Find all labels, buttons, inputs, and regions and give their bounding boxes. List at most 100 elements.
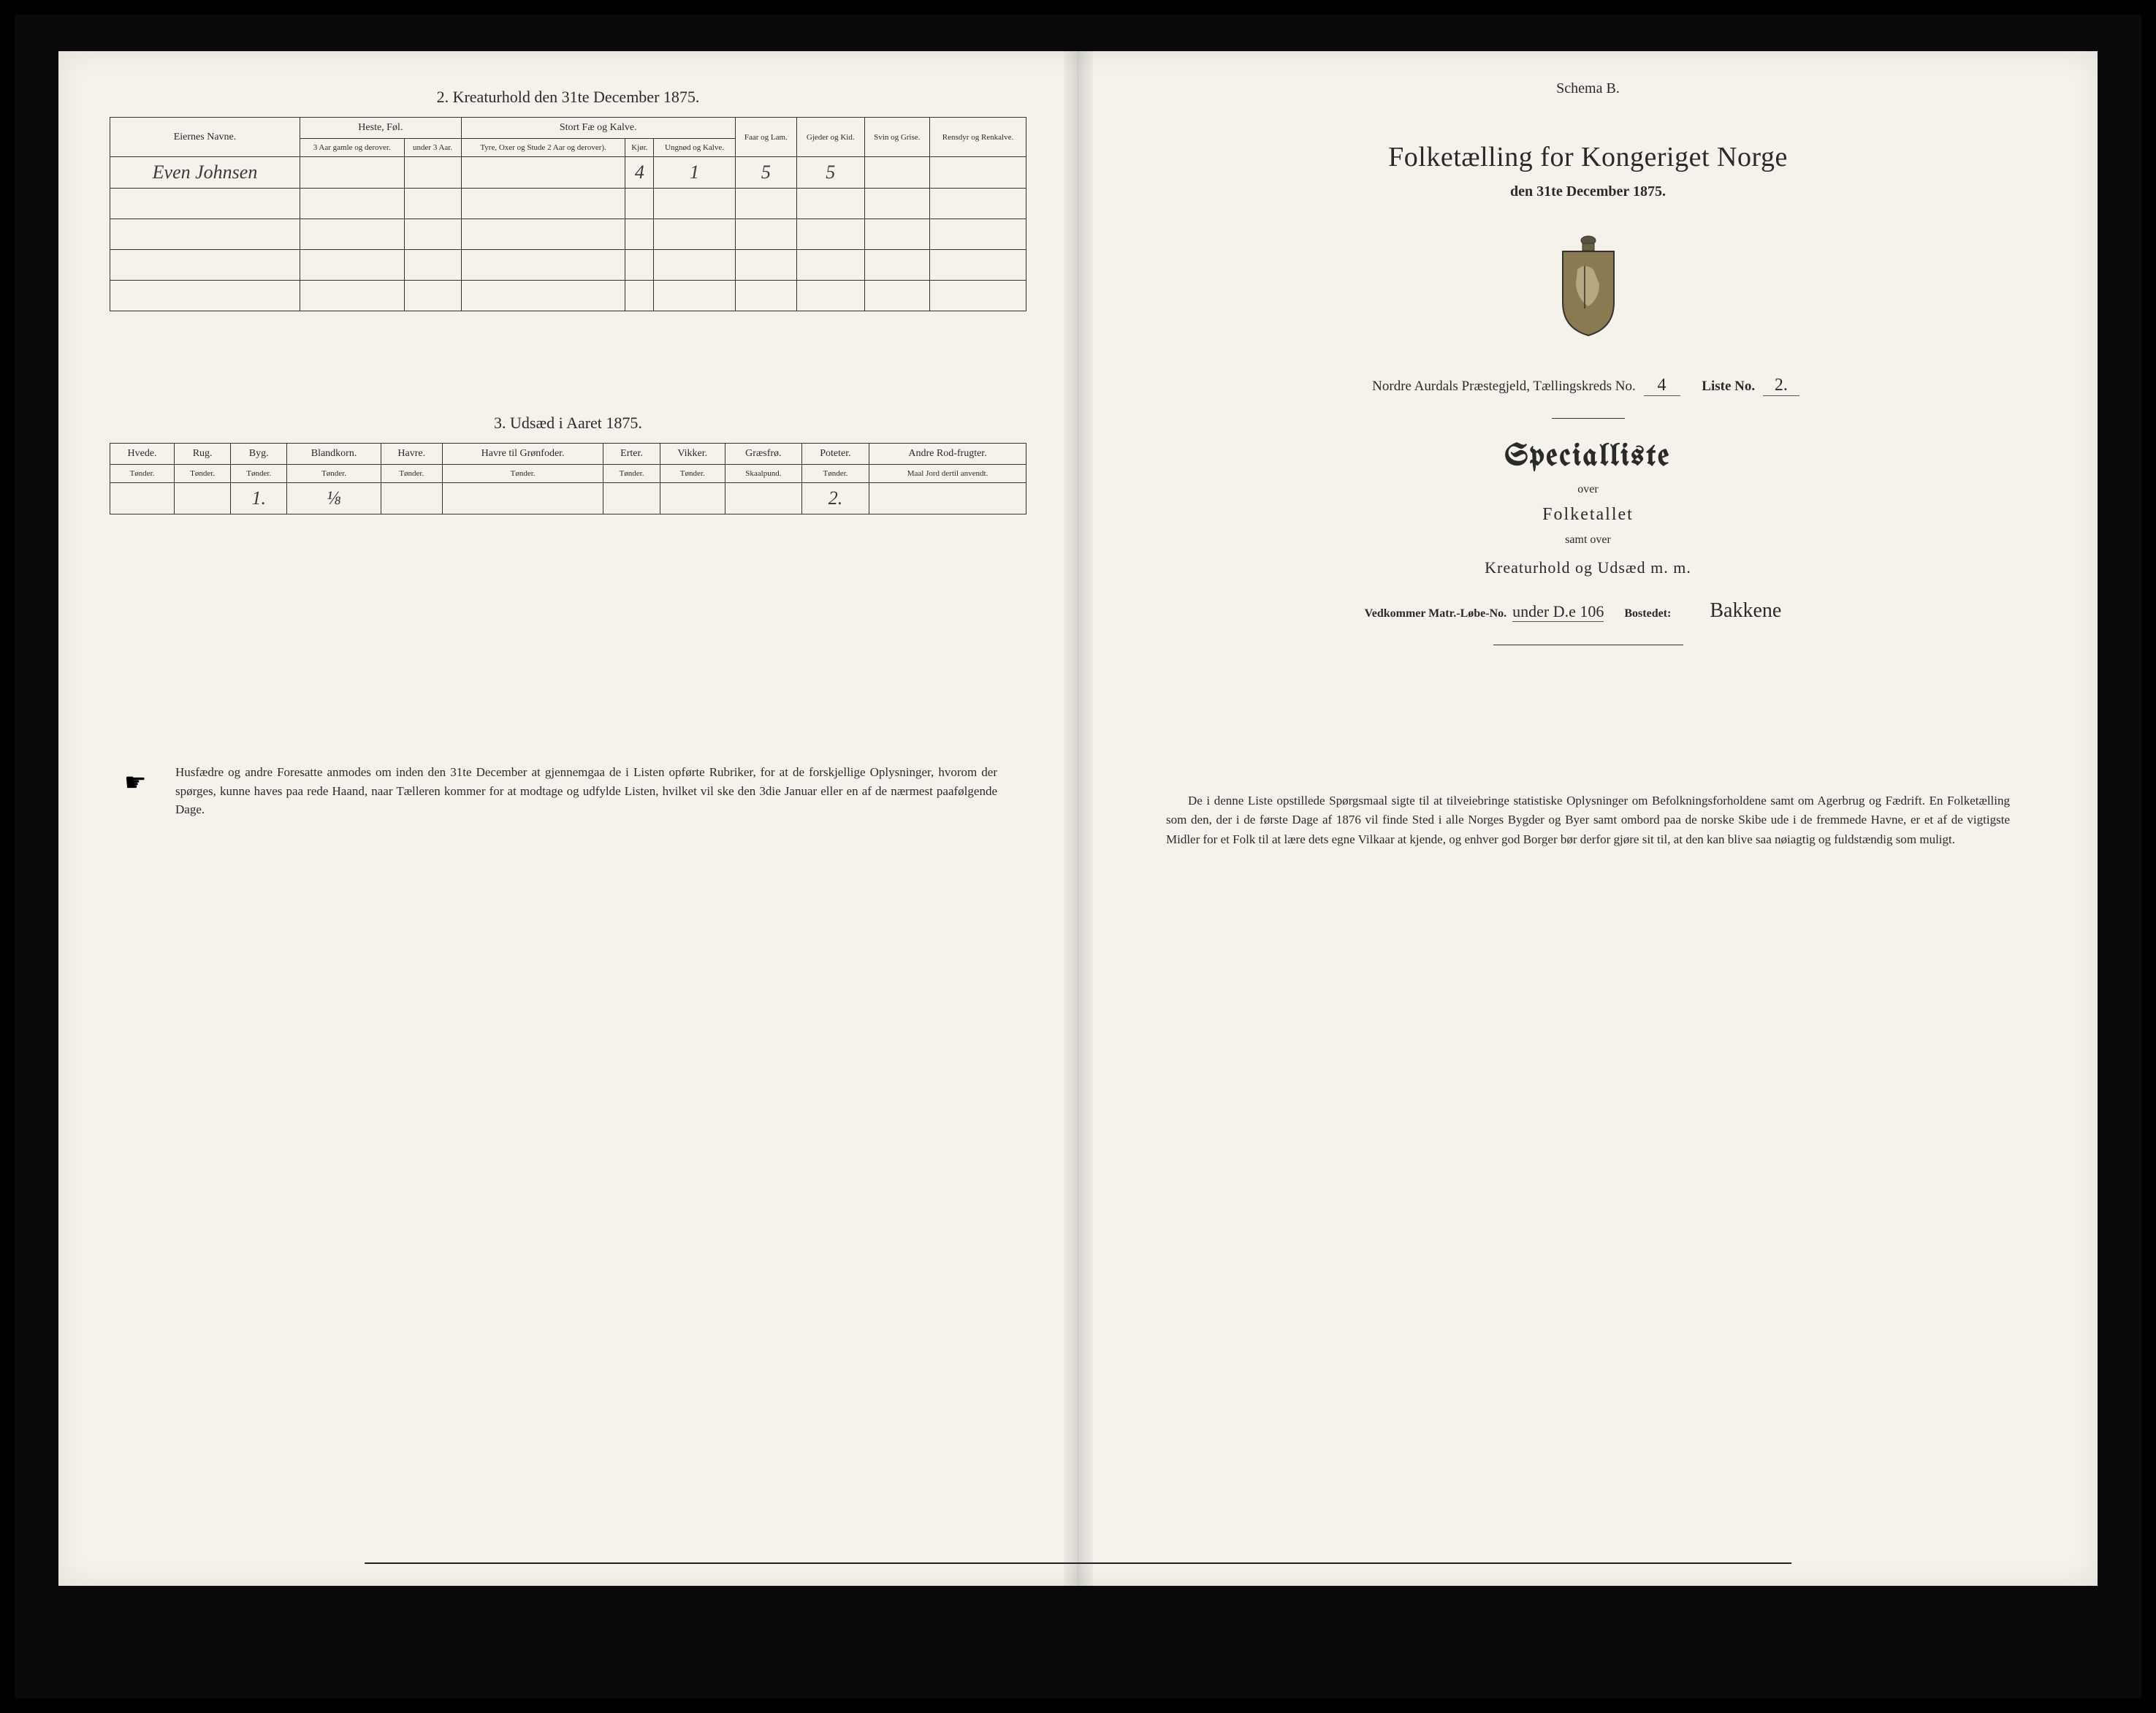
- value-cell: 1: [654, 157, 735, 189]
- value-cell: 2.: [801, 483, 869, 514]
- value-cell: [864, 250, 930, 281]
- col-heste-b: under 3 Aar.: [404, 139, 461, 157]
- value-cell: [930, 219, 1026, 250]
- left-footnote: ☛ Husfædre og andre Foresatte anmodes om…: [110, 763, 1026, 819]
- col-unit: Maal Jord dertil anvendt.: [869, 465, 1026, 483]
- matr-prefix: Vedkommer Matr.-Løbe-No.: [1365, 607, 1507, 620]
- value-cell: [404, 219, 461, 250]
- value-cell: [864, 189, 930, 219]
- value-cell: [381, 483, 442, 514]
- col-unit: Tønder.: [442, 465, 603, 483]
- col-unit: Tønder.: [231, 465, 287, 483]
- col-unit: Tønder.: [175, 465, 231, 483]
- col-header: Vikker.: [660, 444, 725, 465]
- value-cell: [461, 281, 625, 311]
- owner-name-cell: [110, 219, 300, 250]
- value-cell: 5: [796, 157, 864, 189]
- col-header: Erter.: [603, 444, 660, 465]
- col-unit: Tønder.: [660, 465, 725, 483]
- col-header: Havre.: [381, 444, 442, 465]
- colgroup-stort: Stort Fæ og Kalve.: [461, 118, 735, 139]
- col-header: Byg.: [231, 444, 287, 465]
- bottom-paragraph: De i denne Liste opstillede Spørgsmaal s…: [1130, 791, 2046, 849]
- value-cell: [930, 189, 1026, 219]
- value-cell: [660, 483, 725, 514]
- col-header: Græsfrø.: [725, 444, 801, 465]
- col-gjeder: Gjeder og Kid.: [796, 118, 864, 157]
- value-cell: [300, 189, 405, 219]
- table3-title: 3. Udsæd i Aaret 1875.: [110, 414, 1026, 433]
- value-cell: [625, 189, 654, 219]
- value-cell: [442, 483, 603, 514]
- col-header: Poteter.: [801, 444, 869, 465]
- col-header: Havre til Grønfoder.: [442, 444, 603, 465]
- value-cell: [404, 189, 461, 219]
- scan-frame: 2. Kreaturhold den 31te December 1875. E…: [15, 15, 2141, 1698]
- main-title: Folketælling for Kongeriget Norge: [1130, 141, 2046, 173]
- value-cell: [930, 281, 1026, 311]
- table-row: [110, 281, 1026, 311]
- value-cell: [300, 250, 405, 281]
- col-unit: Tønder.: [603, 465, 660, 483]
- value-cell: [404, 281, 461, 311]
- owner-name-cell: [110, 281, 300, 311]
- value-cell: [625, 250, 654, 281]
- col-svin: Svin og Grise.: [864, 118, 930, 157]
- value-cell: [796, 219, 864, 250]
- table-row: Even Johnsen4155: [110, 157, 1026, 189]
- owner-name-cell: [110, 189, 300, 219]
- bostedet-value: Bakkene: [1680, 599, 1811, 623]
- coat-of-arms-icon: [1130, 229, 2046, 339]
- value-cell: ⅛: [287, 483, 381, 514]
- value-cell: [864, 281, 930, 311]
- col-unit: Skaalpund.: [725, 465, 801, 483]
- col-name: Eiernes Navne.: [110, 118, 300, 157]
- value-cell: [300, 219, 405, 250]
- value-cell: [869, 483, 1026, 514]
- value-cell: [461, 189, 625, 219]
- matr-value: under D.e 106: [1512, 602, 1604, 622]
- col-header: Blandkorn.: [287, 444, 381, 465]
- value-cell: [864, 219, 930, 250]
- owner-name-cell: [110, 250, 300, 281]
- matr-line: Vedkommer Matr.-Løbe-No. under D.e 106 B…: [1130, 599, 2046, 623]
- value-cell: [404, 157, 461, 189]
- specialliste-title: Specialliste: [1130, 441, 2046, 473]
- paper-spread: 2. Kreaturhold den 31te December 1875. E…: [58, 51, 2098, 1586]
- table-kreaturhold: Eiernes Navne. Heste, Føl. Stort Fæ og K…: [110, 117, 1026, 311]
- value-cell: [300, 281, 405, 311]
- col-stort-c: Ungnød og Kalve.: [654, 139, 735, 157]
- samt-over: samt over: [1130, 533, 2046, 547]
- value-cell: [654, 189, 735, 219]
- value-cell: [930, 250, 1026, 281]
- footnote-text: Husfædre og andre Foresatte anmodes om i…: [175, 765, 997, 816]
- value-cell: [930, 157, 1026, 189]
- col-stort-a: Tyre, Oxer og Stude 2 Aar og derover).: [461, 139, 625, 157]
- value-cell: [603, 483, 660, 514]
- value-cell: [864, 157, 930, 189]
- value-cell: [735, 250, 796, 281]
- kreat-line: Kreaturhold og Udsæd m. m.: [1130, 558, 2046, 577]
- value-cell: [735, 219, 796, 250]
- parish-prefix: Nordre Aurdals Præstegjeld, Tællingskred…: [1372, 379, 1636, 394]
- value-cell: [461, 157, 625, 189]
- value-cell: [625, 219, 654, 250]
- value-cell: [725, 483, 801, 514]
- kreds-no: 4: [1644, 376, 1680, 396]
- col-unit: Tønder.: [287, 465, 381, 483]
- left-page: 2. Kreaturhold den 31te December 1875. E…: [58, 51, 1078, 1586]
- col-unit: Tønder.: [381, 465, 442, 483]
- value-cell: 1.: [231, 483, 287, 514]
- owner-name-cell: Even Johnsen: [110, 157, 300, 189]
- colgroup-heste: Heste, Føl.: [300, 118, 462, 139]
- value-cell: [796, 281, 864, 311]
- date-line: den 31te December 1875.: [1130, 183, 2046, 200]
- value-cell: [735, 189, 796, 219]
- table-udsaed: Hvede.Rug.Byg.Blandkorn.Havre.Havre til …: [110, 443, 1026, 514]
- liste-no: 2.: [1763, 376, 1799, 396]
- value-cell: [625, 281, 654, 311]
- col-unit: Tønder.: [801, 465, 869, 483]
- value-cell: [654, 219, 735, 250]
- value-cell: [654, 281, 735, 311]
- value-cell: [461, 250, 625, 281]
